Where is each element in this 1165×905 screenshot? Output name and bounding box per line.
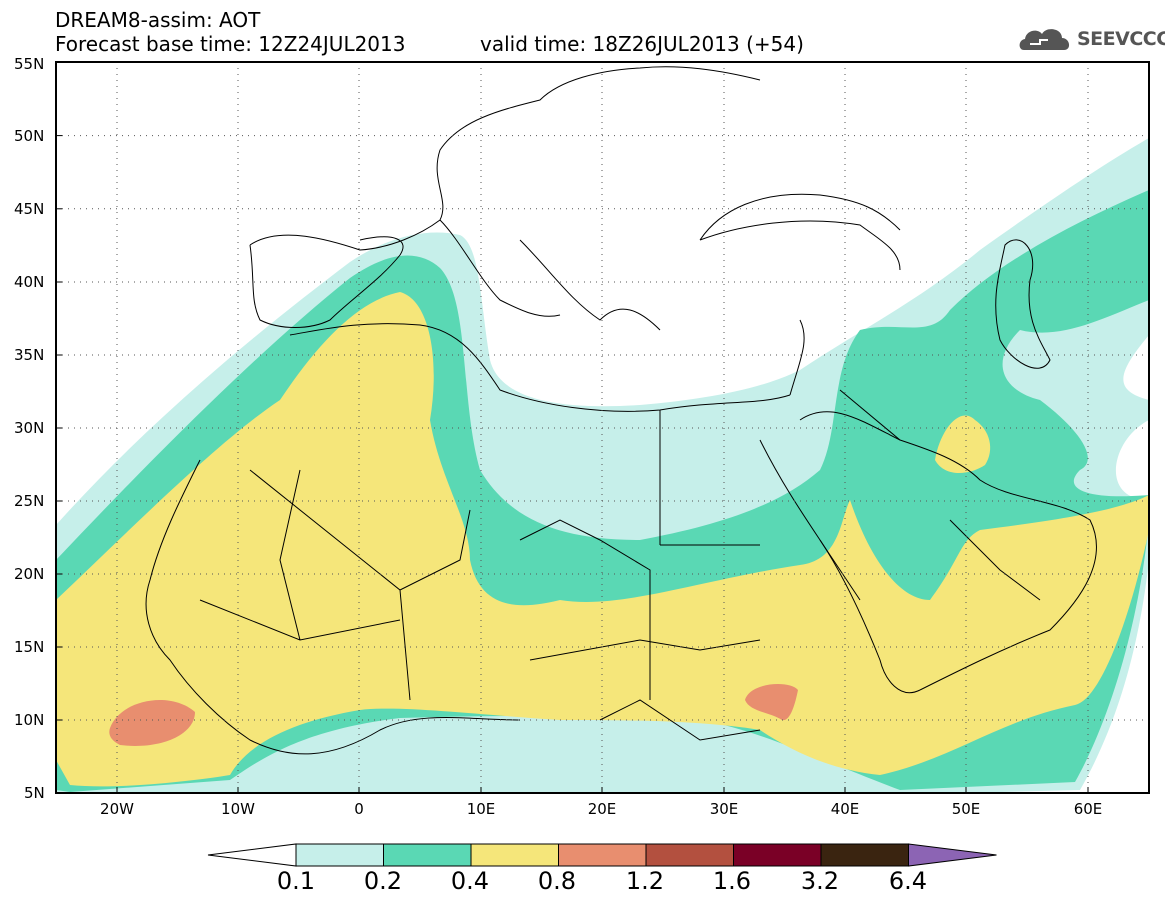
lon-label: 60E: [1073, 800, 1103, 818]
lat-label: 35N: [14, 346, 45, 364]
lon-label: 20W: [100, 800, 134, 818]
graticule: [56, 62, 1149, 793]
cloud-icon: [1019, 29, 1070, 50]
colorbar-label: 6.4: [888, 867, 928, 895]
lat-label: 50N: [14, 127, 45, 145]
lon-label: 40E: [830, 800, 860, 818]
lat-label: 40N: [14, 273, 45, 291]
colorbar-label: 0.4: [450, 867, 490, 895]
lon-label: 10E: [466, 800, 496, 818]
lat-label: 15N: [14, 638, 45, 656]
forecast-base-time: Forecast base time: 12Z24JUL2013: [55, 32, 406, 56]
aot-spot-east: [745, 684, 798, 721]
coastlines: [145, 66, 1097, 755]
colorbar-label: 0.2: [363, 867, 403, 895]
aot-band-0.4: [56, 292, 1149, 787]
colorbar-label: 3.2: [800, 867, 840, 895]
lon-label: 30E: [709, 800, 739, 818]
lat-label: 30N: [14, 419, 45, 437]
lon-label: 10W: [221, 800, 255, 818]
aot-fields: [56, 138, 1149, 793]
lon-label: 0: [354, 800, 364, 818]
lon-label: 20E: [587, 800, 617, 818]
lat-label: 45N: [14, 200, 45, 218]
map-title: DREAM8-assim: AOT: [55, 8, 261, 32]
lat-label: 10N: [14, 711, 45, 729]
lat-label: 25N: [14, 492, 45, 510]
lat-label: 20N: [14, 565, 45, 583]
colorbar-label: 0.8: [537, 867, 577, 895]
colorbar-label: 1.6: [712, 867, 752, 895]
aot-spot-west: [109, 700, 195, 746]
lon-label: 50E: [951, 800, 981, 818]
colorbar-label: 1.2: [625, 867, 665, 895]
logo-text: SEEVCCC: [1077, 28, 1165, 50]
valid-time: valid time: 18Z26JUL2013 (+54): [480, 32, 804, 56]
lat-label: 55N: [14, 55, 45, 73]
colorbar-label: 0.1: [276, 867, 316, 895]
map-frame: [55, 61, 1150, 794]
lat-label: 5N: [24, 784, 45, 802]
